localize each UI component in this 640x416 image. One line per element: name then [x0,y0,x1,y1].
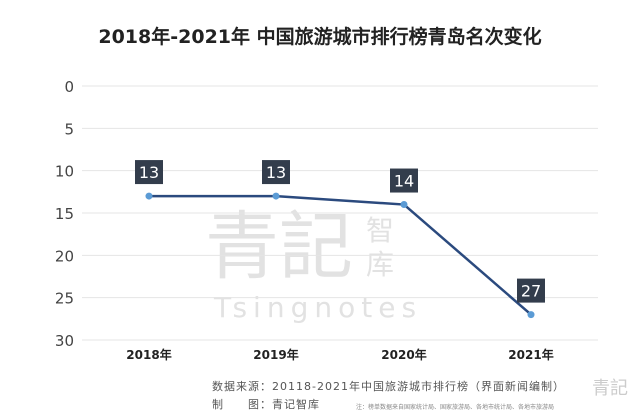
credit-text: 制 图：青记智库 [212,398,320,411]
data-point [400,201,408,209]
source-text: 数据来源：20118-2021年中国旅游城市排行榜（界面新闻编制） [212,380,565,393]
y-tick-label: 10 [55,163,74,181]
data-point [527,311,535,319]
x-tick-label: 2020年 [381,347,426,362]
x-tick-label: 2021年 [508,347,553,362]
watermark: 青記 [205,204,353,290]
series-line [149,194,532,316]
data-point [145,192,153,200]
y-tick-label: 30 [55,332,74,350]
y-tick-label: 25 [55,290,74,308]
data-label: 13 [139,163,159,182]
x-tick-label: 2019年 [253,347,298,362]
data-label: 13 [266,163,286,182]
y-tick-label: 0 [64,78,74,96]
chart-title: 2018年-2021年 中国旅游城市排行榜青岛名次变化 [98,26,542,48]
logo: 青記 [592,378,628,399]
data-label-box [390,168,418,193]
x-tick-label: 2018年 [126,347,171,362]
note-text: 注：榜单数据来自国家统计局、国家旅游局、各地市统计局、各地市旅游局 [356,404,555,411]
watermark-side: 智库 [366,214,395,281]
y-tick-label: 5 [64,120,74,138]
y-tick-label: 20 [55,247,74,265]
data-label: 14 [394,172,414,191]
data-point [272,192,280,200]
y-tick-label: 15 [55,205,74,223]
data-label: 27 [521,282,541,301]
data-label-box [262,160,290,185]
data-label-box [135,160,163,185]
data-label-box [517,278,545,303]
